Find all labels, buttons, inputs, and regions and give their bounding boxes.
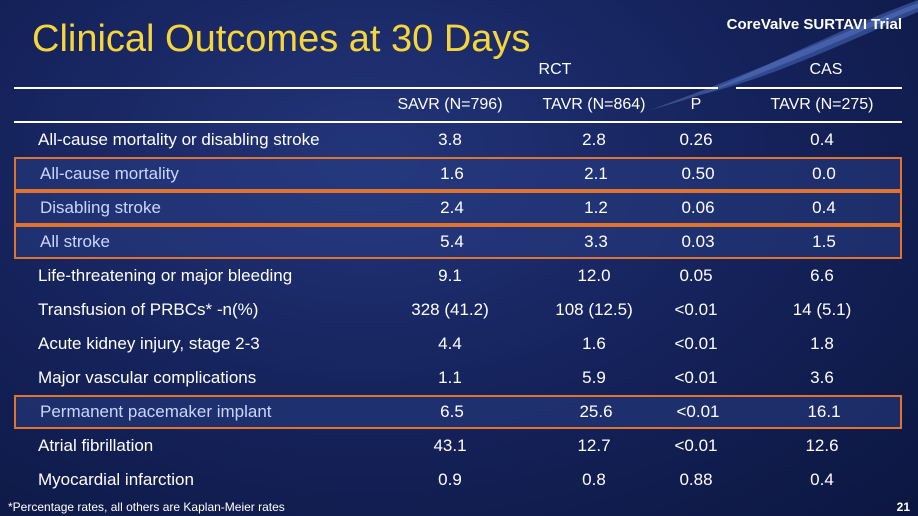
row-label: Acute kidney injury, stage 2-3 [38,334,260,353]
cell-savr: 6.5 [440,402,464,421]
cell-cas: 12.6 [805,436,839,455]
cell-tavr: 1.6 [582,334,606,353]
table-row: Permanent pacemaker implant 6.5 25.6 <0.01 1… [14,395,902,429]
cell-cas: 0.0 [812,164,836,183]
row-label: All-cause mortality or disabling stroke [38,130,320,149]
row-label: Life-threatening or major bleeding [38,266,293,285]
cell-cas: 14 (5.1) [792,300,852,319]
cell-p: <0.01 [674,334,718,353]
cell-p: <0.01 [676,402,720,421]
cell-tavr: 108 (12.5) [555,300,633,319]
table-row: All stroke 5.4 3.3 0.03 1.5 [14,225,902,259]
brand-label: CoreValve SURTAVI Trial [726,16,902,33]
cell-savr: 0.9 [438,470,462,489]
group-cas: CAS [809,61,843,78]
row-label: Major vascular complications [38,368,257,387]
cell-savr: 1.6 [440,164,464,183]
cell-cas: 0.4 [812,198,836,217]
row-label: Disabling stroke [40,198,161,217]
table-row: Major vascular complications 1.1 5.9 <0.01 3… [14,361,902,395]
cell-savr: 5.4 [440,232,464,251]
header-rule-bottom [14,121,902,123]
col-header-p: P [690,96,702,113]
row-label: Myocardial infarction [38,470,194,489]
cell-savr: 9.1 [438,266,462,285]
row-label: All stroke [40,232,110,251]
cell-tavr: 3.3 [584,232,608,251]
cell-tavr: 12.0 [577,266,611,285]
table-row: Myocardial infarction 0.9 0.8 0.88 0.4 [14,463,902,497]
cell-tavr: 0.8 [582,470,606,489]
cell-cas: 6.6 [810,266,834,285]
cell-cas: 0.4 [810,470,834,489]
cell-tavr: 25.6 [579,402,613,421]
table-row: All-cause mortality or disabling stroke 3… [14,123,902,157]
cell-savr: 1.1 [438,368,462,387]
cell-tavr: 2.8 [582,130,606,149]
cell-cas: 1.5 [812,232,836,251]
cell-p: <0.01 [674,300,718,319]
page-number: 21 [896,500,910,514]
slide-title: Clinical Outcomes at 30 Days [32,18,531,60]
row-label: Permanent pacemaker implant [40,402,272,421]
cell-p: 0.88 [679,470,713,489]
cell-savr: 2.4 [440,198,464,217]
cell-p: 0.06 [681,198,715,217]
cell-p: 0.03 [681,232,715,251]
col-header-savr: SAVR (N=796) [397,96,503,113]
cell-cas: 16.1 [807,402,841,421]
cell-tavr: 5.9 [582,368,606,387]
cell-p: <0.01 [674,368,718,387]
table-row: Acute kidney injury, stage 2-3 4.4 1.6 <0.0… [14,327,902,361]
cell-tavr: 1.2 [584,198,608,217]
cell-cas: 1.8 [810,334,834,353]
row-label: All-cause mortality [40,164,179,183]
cell-cas: 3.6 [810,368,834,387]
footnote: *Percentage rates, all others are Kaplan… [8,500,285,514]
header-rule-top [14,87,718,89]
col-header-cas-tavr: TAVR (N=275) [770,96,874,113]
cell-savr: 328 (41.2) [411,300,489,319]
cell-tavr: 12.7 [577,436,611,455]
group-rct: RCT [538,61,572,78]
cell-p: 0.05 [679,266,713,285]
table-row: Transfusion of PRBCs* -n(%) 328 (41.2) 108… [14,293,902,327]
cell-p: <0.01 [674,436,718,455]
table-row: Atrial fibrillation 43.1 12.7 <0.01 12.6 [14,429,902,463]
cell-tavr: 2.1 [584,164,608,183]
cell-p: 0.50 [681,164,715,183]
cell-p: 0.26 [679,130,713,149]
cell-savr: 3.8 [438,130,462,149]
table-row: Disabling stroke 2.4 1.2 0.06 0.4 [14,191,902,225]
cell-cas: 0.4 [810,130,834,149]
header-rule-top-cas [736,87,902,89]
row-label: Atrial fibrillation [38,436,154,455]
col-header-tavr: TAVR (N=864) [542,96,646,113]
table-row: Life-threatening or major bleeding 9.1 12.… [14,259,902,293]
row-label: Transfusion of PRBCs* -n(%) [38,300,259,319]
cell-savr: 43.1 [433,436,467,455]
table-row: All-cause mortality 1.6 2.1 0.50 0.0 [14,157,902,191]
cell-savr: 4.4 [438,334,462,353]
